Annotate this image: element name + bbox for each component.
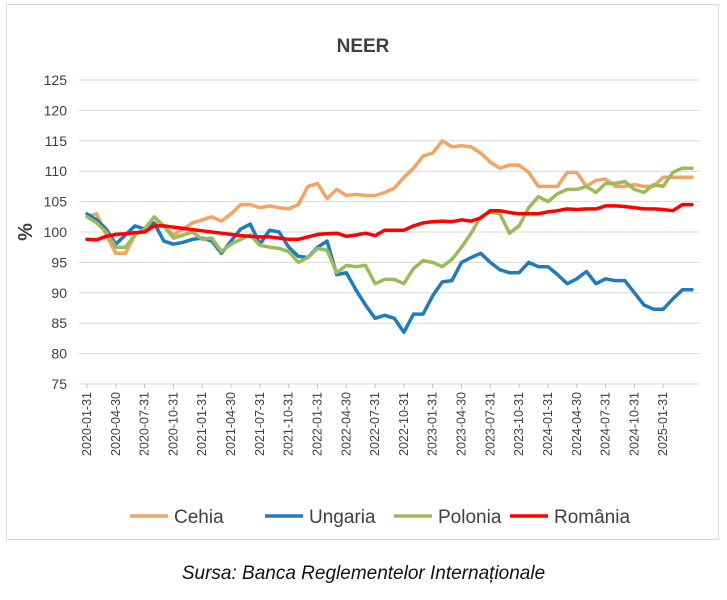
y-axis-label: %: [15, 223, 37, 241]
x-tick-label: 2024-04-30: [570, 392, 584, 456]
chart-frame: [6, 4, 719, 540]
y-tick-label: 125: [44, 72, 68, 88]
x-tick-label: 2023-01-31: [426, 392, 440, 456]
x-tick-label: 2024-10-31: [627, 392, 641, 456]
x-tick-label: 2023-07-31: [483, 392, 497, 456]
series-line-romnia: [85, 202, 694, 242]
series-line-ungaria: [85, 212, 694, 335]
x-tick-label: 2024-07-31: [599, 392, 613, 456]
x-tick-label: 2024-01-31: [541, 392, 555, 456]
x-tick-label: 2022-07-31: [368, 392, 382, 456]
source-caption: Sursa: Banca Reglementelor Internațional…: [181, 563, 546, 584]
x-tick-label: 2021-04-30: [224, 392, 238, 456]
series-line-cehia: [85, 139, 694, 256]
x-tick-label: 2021-10-31: [282, 392, 296, 456]
chart-title: NEER: [337, 36, 390, 57]
legend-label: Cehia: [174, 507, 224, 528]
y-tick-label: 110: [45, 163, 68, 179]
x-tick-label: 2022-04-30: [339, 392, 353, 456]
x-tick-label: 2022-10-31: [397, 392, 411, 456]
series-line-polonia: [85, 166, 694, 286]
x-tick-label: 2020-01-31: [80, 392, 94, 456]
x-tick-label: 2022-01-31: [310, 392, 324, 456]
x-tick-label: 2020-10-31: [166, 392, 180, 456]
x-tick-label: 2020-07-31: [138, 392, 152, 456]
y-tick-label: 100: [44, 224, 68, 240]
legend-label: România: [554, 507, 630, 528]
legend-label: Polonia: [438, 507, 502, 528]
y-tick-label: 105: [44, 194, 68, 210]
y-tick-label: 90: [51, 285, 67, 301]
x-tick-label: 2021-01-31: [195, 392, 209, 456]
x-tick-label: 2023-10-31: [512, 392, 526, 456]
legend-label: Ungaria: [309, 507, 376, 528]
neer-line-chart: NEER 75 80 85 90 95 100 105 110 115 120 125% 2020-01…: [15, 36, 700, 528]
y-tick-label: 85: [51, 315, 67, 331]
x-tick-label: 2020-04-30: [109, 392, 123, 456]
x-tick-label: 2023-04-30: [455, 392, 469, 456]
y-tick-label: 80: [51, 346, 67, 362]
y-tick-label: 115: [45, 133, 68, 149]
y-tick-label: 75: [51, 376, 67, 392]
y-tick-label: 95: [51, 254, 67, 270]
x-tick-label: 2025-01-31: [656, 392, 670, 456]
x-tick-label: 2021-07-31: [253, 392, 267, 456]
y-tick-label: 120: [44, 102, 68, 118]
